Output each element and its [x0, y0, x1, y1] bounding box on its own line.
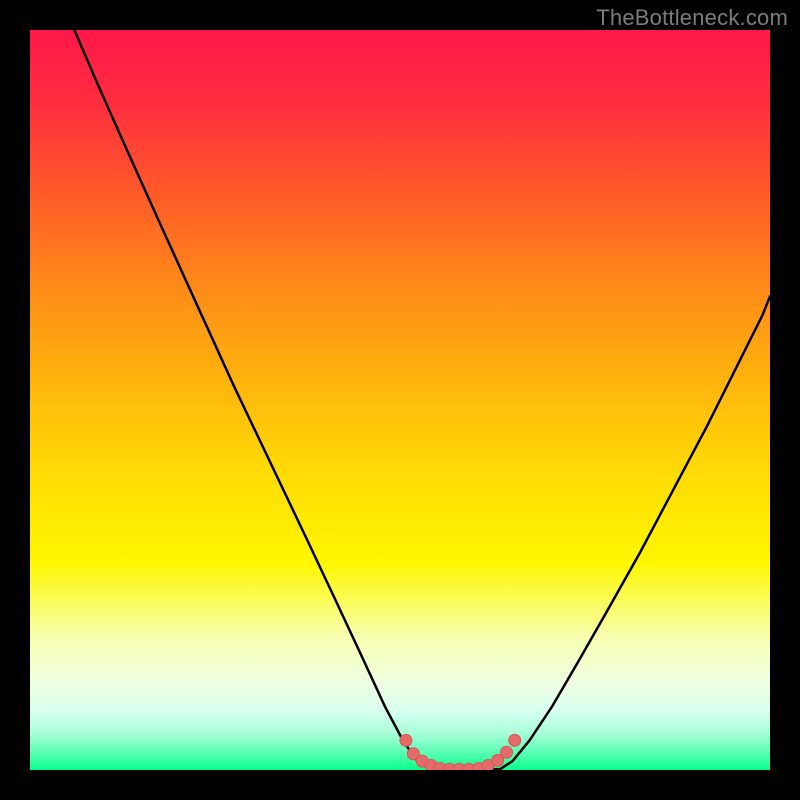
attribution-label: TheBottleneck.com [596, 5, 788, 31]
marker-point [400, 734, 412, 746]
plot-area [30, 30, 770, 770]
optimal-markers [30, 30, 770, 770]
marker-point [501, 746, 513, 758]
marker-point [509, 734, 521, 746]
